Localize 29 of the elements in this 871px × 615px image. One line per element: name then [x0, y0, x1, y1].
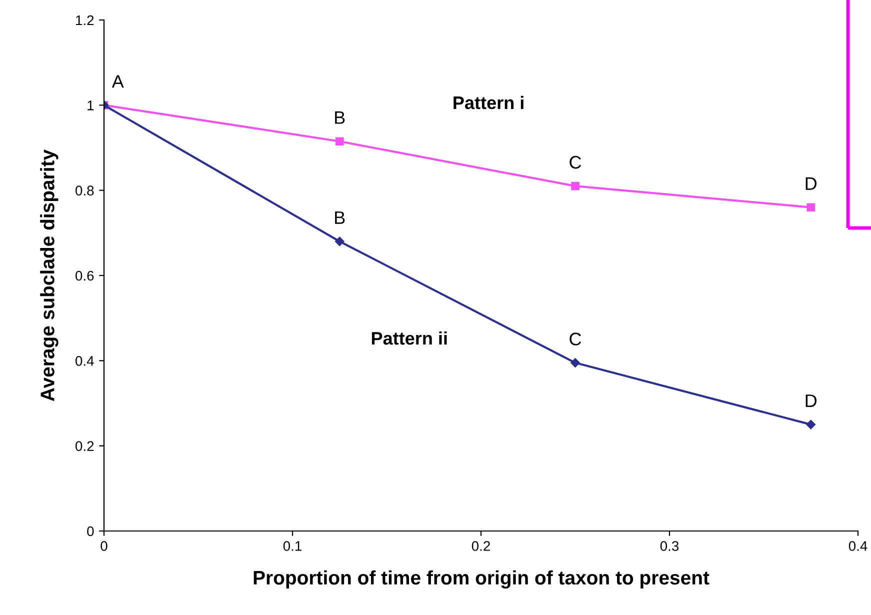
annotation: Pattern ii — [372, 331, 447, 345]
x-tick-label: 0.3 — [660, 541, 679, 551]
annotation: Pattern i — [454, 96, 524, 110]
point — [571, 182, 580, 190]
x-axis-title: Proportion of time from origin of taxon to present — [254, 570, 710, 589]
y-tick-label: 0.6 — [76, 270, 94, 281]
annotation: D — [806, 177, 817, 190]
annotation: C — [570, 156, 582, 169]
point — [335, 236, 344, 246]
annotation: C — [570, 332, 582, 346]
x-tick-label: 0 — [100, 541, 108, 551]
y-tick-label: 0.4 — [76, 356, 94, 366]
x-tick-label: 0.1 — [283, 541, 302, 551]
annotation: B — [335, 111, 345, 124]
annotation: B — [335, 211, 345, 224]
y-tick-label: 1.2 — [76, 15, 94, 26]
point — [570, 358, 580, 368]
annotation: A — [112, 75, 124, 88]
x-tick-label: 0.4 — [848, 541, 868, 551]
y-tick-label: 0.2 — [76, 441, 94, 452]
y-tick-label: 0 — [87, 526, 94, 536]
x-tick-label: 0.2 — [472, 541, 490, 551]
annotation: D — [806, 394, 817, 407]
point — [806, 203, 816, 212]
y-tick-label: 1 — [88, 100, 94, 110]
point — [335, 137, 344, 146]
point — [806, 420, 816, 430]
y-axis-title: Average subclade disparity — [40, 150, 58, 402]
y-tick-label: 0.8 — [76, 186, 94, 196]
